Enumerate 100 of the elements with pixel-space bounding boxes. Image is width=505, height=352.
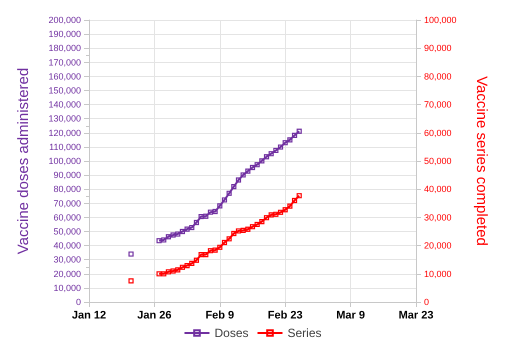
y-tick-label: 130,000	[48, 114, 81, 124]
point	[161, 271, 166, 276]
y-tick-label: 40,000	[53, 240, 81, 251]
y2-tick-label: 20,000	[424, 240, 452, 251]
point	[175, 231, 180, 237]
y2-tick-label: 50,000	[424, 156, 452, 166]
y2-tick-label: 80,000	[424, 71, 452, 82]
y-tick-label: 30,000	[53, 254, 81, 265]
y2-tick-label: 0	[424, 297, 430, 307]
point	[180, 228, 186, 234]
y-tick-label: 100,000	[48, 156, 81, 166]
point	[222, 240, 228, 246]
x-tick-label: Feb 23	[268, 310, 303, 322]
point	[259, 158, 264, 164]
point	[245, 226, 250, 232]
point	[268, 151, 274, 156]
point	[226, 236, 232, 242]
point	[212, 248, 218, 253]
point	[226, 190, 232, 196]
point	[212, 208, 218, 214]
point	[250, 224, 256, 230]
point	[296, 193, 302, 198]
point	[194, 258, 200, 263]
point	[273, 148, 278, 154]
y2-tick-label: 40,000	[424, 184, 452, 194]
point	[292, 198, 298, 204]
point	[170, 232, 176, 238]
point	[287, 204, 292, 209]
point	[170, 268, 176, 274]
point	[180, 264, 186, 270]
legend-label: Doses	[214, 326, 248, 340]
y-tick-label: 180,000	[48, 43, 81, 54]
point	[231, 230, 236, 236]
point	[254, 222, 260, 228]
y2-axis-title: Vaccine series completed	[473, 76, 490, 246]
x-tick-label: Mar 9	[336, 310, 365, 322]
point	[268, 212, 274, 218]
point	[189, 224, 194, 230]
y2-tick-label: 60,000	[424, 128, 452, 138]
point	[231, 184, 236, 190]
y-tick-label: 170,000	[48, 57, 81, 68]
point	[184, 226, 190, 232]
point	[198, 252, 204, 258]
y-tick-label: 50,000	[53, 226, 81, 236]
point	[166, 269, 172, 274]
point	[245, 168, 250, 174]
x-tick-label: Jan 26	[137, 310, 172, 322]
point	[161, 237, 166, 243]
y-tick-label: 0	[76, 297, 81, 307]
point	[273, 212, 278, 217]
point	[222, 197, 228, 203]
y2-tick-label: 30,000	[424, 212, 452, 222]
point	[296, 128, 302, 134]
y-tick-label: 200,000	[48, 15, 81, 25]
y-tick-label: 160,000	[48, 71, 81, 82]
point	[282, 140, 288, 146]
point	[175, 267, 180, 272]
x-tick-label: Feb 9	[205, 310, 234, 322]
y-axis-title: Vaccine doses administered	[15, 68, 32, 254]
y2-tick-label: 70,000	[424, 100, 452, 110]
point	[278, 210, 284, 215]
y-tick-label: 70,000	[53, 198, 81, 208]
point	[203, 214, 208, 219]
point	[198, 214, 204, 220]
point	[240, 172, 246, 178]
point	[254, 162, 260, 168]
point	[128, 278, 134, 284]
point	[217, 203, 222, 208]
y2-tick-label: 10,000	[424, 268, 452, 279]
point	[264, 154, 270, 160]
y-tick-label: 110,000	[49, 142, 81, 152]
point	[292, 132, 298, 138]
point	[278, 144, 284, 150]
y-tick-label: 10,000	[53, 282, 81, 293]
point	[264, 215, 270, 220]
point	[203, 252, 208, 258]
x-tick-label: Jan 12	[72, 310, 106, 322]
y2-tick-label: 90,000	[424, 43, 452, 54]
point	[184, 263, 190, 268]
y-tick-label: 60,000	[53, 212, 81, 222]
point	[236, 228, 242, 234]
y-tick-label: 150,000	[48, 86, 81, 96]
y-tick-label: 90,000	[53, 170, 81, 180]
y2-tick-label: 100,000	[424, 15, 457, 25]
point	[156, 271, 162, 276]
point	[156, 238, 162, 244]
y-tick-label: 80,000	[53, 184, 81, 194]
legend-label: Series	[288, 326, 322, 340]
point	[282, 207, 288, 212]
point	[189, 260, 194, 266]
point	[166, 234, 172, 240]
point	[259, 219, 264, 224]
x-tick-label: Mar 23	[398, 310, 434, 322]
point	[236, 177, 242, 183]
point	[208, 210, 214, 215]
point	[208, 248, 214, 254]
point	[128, 251, 134, 257]
y-tick-label: 140,000	[48, 100, 81, 110]
point	[287, 137, 292, 142]
point	[194, 220, 200, 226]
